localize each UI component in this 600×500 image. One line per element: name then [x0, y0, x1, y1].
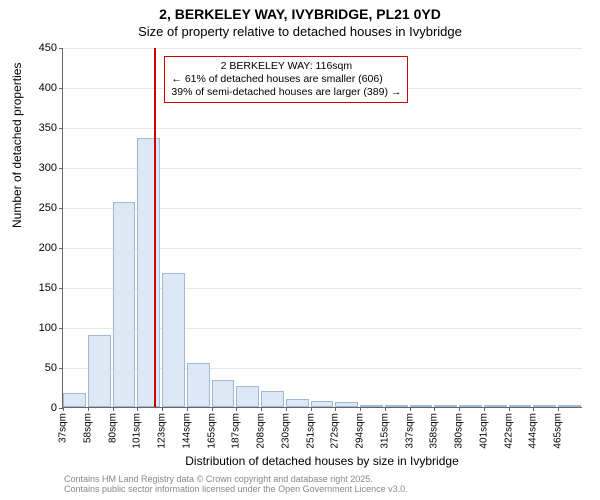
- marker-callout: 2 BERKELEY WAY: 116sqm← 61% of detached …: [164, 56, 408, 103]
- gridline: [63, 128, 582, 129]
- callout-line-2: 39% of semi-detached houses are larger (…: [171, 86, 401, 99]
- histogram-bar: [236, 386, 259, 407]
- xtick-label: 101sqm: [132, 413, 143, 449]
- chart-subtitle: Size of property relative to detached ho…: [0, 24, 600, 39]
- ytick-label: 250: [39, 202, 63, 214]
- histogram-bar: [162, 273, 185, 407]
- histogram-bar: [509, 405, 532, 407]
- xtick-mark: [162, 407, 163, 411]
- attribution-line-1: Contains HM Land Registry data © Crown c…: [64, 474, 408, 484]
- histogram-bar: [360, 405, 383, 407]
- x-axis-label: Distribution of detached houses by size …: [62, 454, 582, 468]
- ytick-label: 150: [39, 282, 63, 294]
- histogram-bar: [261, 391, 284, 407]
- xtick-label: 208sqm: [256, 413, 267, 449]
- xtick-label: 337sqm: [404, 413, 415, 449]
- ytick-label: 200: [39, 242, 63, 254]
- xtick-mark: [434, 407, 435, 411]
- xtick-mark: [236, 407, 237, 411]
- attribution-text: Contains HM Land Registry data © Crown c…: [64, 474, 408, 495]
- marker-line: [154, 48, 156, 407]
- xtick-label: 251sqm: [305, 413, 316, 449]
- xtick-mark: [63, 407, 64, 411]
- xtick-label: 358sqm: [429, 413, 440, 449]
- xtick-label: 144sqm: [181, 413, 192, 449]
- histogram-bar: [410, 405, 433, 407]
- xtick-label: 465sqm: [553, 413, 564, 449]
- xtick-label: 401sqm: [478, 413, 489, 449]
- xtick-mark: [187, 407, 188, 411]
- histogram-bar: [113, 202, 136, 407]
- histogram-plot: 05010015020025030035040045037sqm58sqm80s…: [62, 48, 582, 408]
- xtick-label: 444sqm: [528, 413, 539, 449]
- callout-title: 2 BERKELEY WAY: 116sqm: [171, 60, 401, 73]
- xtick-label: 294sqm: [355, 413, 366, 449]
- histogram-bar: [88, 335, 111, 407]
- xtick-mark: [113, 407, 114, 411]
- xtick-mark: [137, 407, 138, 411]
- ytick-label: 400: [39, 82, 63, 94]
- xtick-mark: [558, 407, 559, 411]
- xtick-mark: [385, 407, 386, 411]
- histogram-bar: [434, 405, 457, 407]
- histogram-bar: [212, 380, 235, 407]
- xtick-label: 315sqm: [379, 413, 390, 449]
- xtick-label: 230sqm: [280, 413, 291, 449]
- xtick-mark: [261, 407, 262, 411]
- xtick-label: 187sqm: [231, 413, 242, 449]
- xtick-mark: [484, 407, 485, 411]
- chart-title: 2, BERKELEY WAY, IVYBRIDGE, PL21 0YD: [0, 6, 600, 22]
- xtick-mark: [459, 407, 460, 411]
- ytick-label: 300: [39, 162, 63, 174]
- ytick-label: 100: [39, 322, 63, 334]
- xtick-mark: [88, 407, 89, 411]
- xtick-label: 123sqm: [157, 413, 168, 449]
- attribution-line-2: Contains public sector information licen…: [64, 484, 408, 494]
- ytick-label: 50: [45, 362, 63, 374]
- xtick-mark: [533, 407, 534, 411]
- xtick-mark: [360, 407, 361, 411]
- xtick-mark: [410, 407, 411, 411]
- histogram-bar: [137, 138, 160, 407]
- histogram-bar: [63, 393, 86, 407]
- histogram-bar: [311, 401, 334, 407]
- callout-line-1: ← 61% of detached houses are smaller (60…: [171, 73, 401, 86]
- xtick-label: 272sqm: [330, 413, 341, 449]
- histogram-bar: [335, 402, 358, 407]
- xtick-mark: [509, 407, 510, 411]
- xtick-label: 37sqm: [58, 413, 69, 443]
- gridline: [63, 48, 582, 49]
- histogram-bar: [286, 399, 309, 407]
- xtick-label: 80sqm: [107, 413, 118, 443]
- xtick-label: 380sqm: [454, 413, 465, 449]
- y-axis-label: Number of detached properties: [10, 63, 24, 228]
- histogram-bar: [484, 405, 507, 407]
- ytick-label: 450: [39, 42, 63, 54]
- xtick-mark: [212, 407, 213, 411]
- xtick-mark: [335, 407, 336, 411]
- histogram-bar: [385, 405, 408, 407]
- xtick-label: 422sqm: [503, 413, 514, 449]
- histogram-bar: [459, 405, 482, 407]
- xtick-label: 58sqm: [82, 413, 93, 443]
- histogram-bar: [533, 405, 556, 407]
- histogram-bar: [187, 363, 210, 407]
- histogram-bar: [558, 405, 581, 407]
- xtick-label: 165sqm: [206, 413, 217, 449]
- xtick-mark: [311, 407, 312, 411]
- ytick-label: 350: [39, 122, 63, 134]
- xtick-mark: [286, 407, 287, 411]
